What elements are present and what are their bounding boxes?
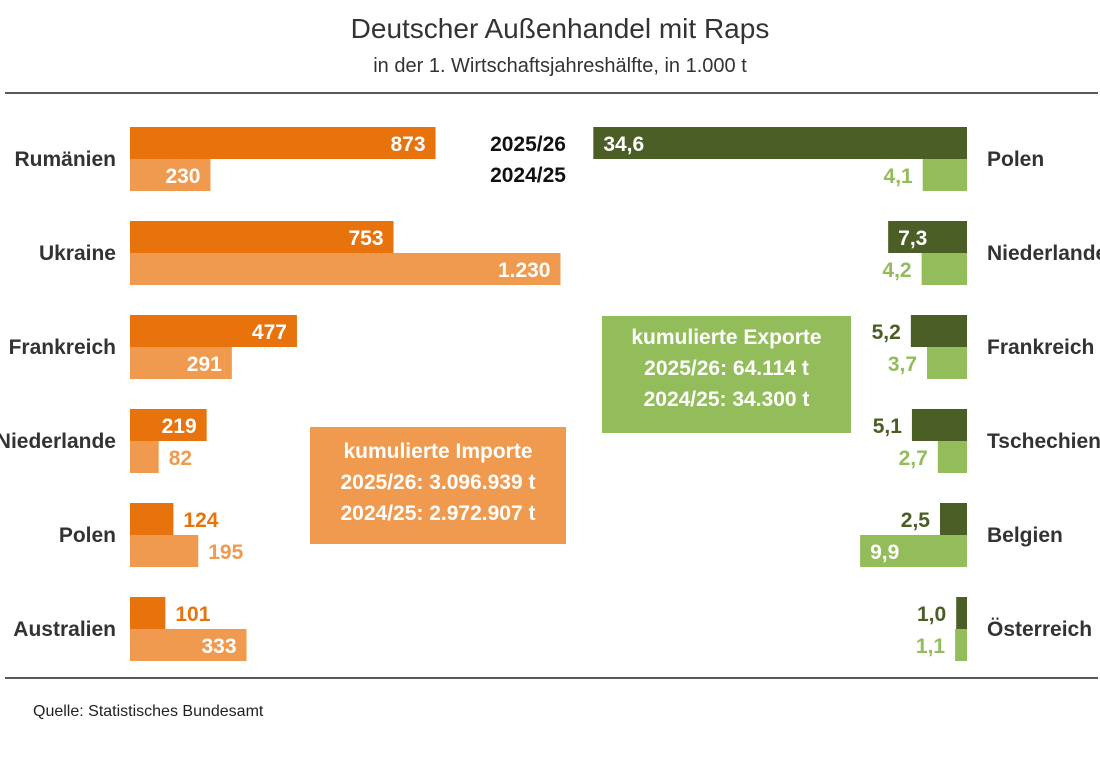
import-label-ukraine-2025-26: 753 [349, 227, 384, 250]
export-bar-osterreich-2025-26 [956, 597, 967, 629]
chart-subtitle: in der 1. Wirtschaftsjahreshälfte, in 1.… [373, 55, 747, 77]
import-label-rumanien-2025-26: 873 [391, 133, 426, 156]
export-category-belgien: Belgien [987, 524, 1063, 547]
export-summary-title: kumulierte Exporte [631, 326, 822, 349]
import-category-niederlande: Niederlande [0, 430, 116, 453]
export-summary-current: 2025/26: 64.114 t [644, 357, 809, 380]
import-category-ukraine: Ukraine [39, 242, 116, 265]
import-category-frankreich: Frankreich [9, 336, 116, 359]
export-label-belgien-2025-26: 2,5 [901, 509, 931, 532]
import-summary-current: 2025/26: 3.096.939 t [340, 471, 536, 494]
import-bar-frankreich-2025-26 [130, 315, 297, 347]
export-bar-osterreich-2024-25 [955, 629, 967, 661]
export-category-niederlande: Niederlande [987, 242, 1100, 265]
import-label-polen-2024-25: 195 [208, 541, 243, 564]
export-summary-box: kumulierte Exporte 2025/26: 64.114 t 202… [602, 316, 851, 433]
export-bar-tschechien-2024-25 [937, 441, 967, 473]
import-category-polen: Polen [59, 524, 116, 547]
export-label-osterreich-2025-26: 1,0 [917, 603, 946, 626]
import-bar-niederlande-2024-25 [130, 441, 159, 473]
import-label-australien-2025-26: 101 [175, 603, 210, 626]
import-bar-polen-2024-25 [130, 535, 199, 567]
import-bar-rumanien-2025-26 [130, 127, 436, 159]
export-summary-previous: 2024/25: 34.300 t [643, 388, 810, 411]
import-label-australien-2024-25: 333 [202, 635, 237, 658]
import-bar-niederlande-2025-26 [130, 409, 207, 441]
export-category-tschechien: Tschechien [987, 430, 1100, 453]
import-bar-rumanien-2024-25 [130, 159, 211, 191]
import-label-polen-2025-26: 124 [183, 509, 218, 532]
export-label-polen-2024-25: 4,1 [884, 165, 914, 188]
export-bar-belgien-2024-25 [860, 535, 967, 567]
import-bar-australien-2024-25 [130, 629, 247, 661]
export-bar-belgien-2025-26 [940, 503, 967, 535]
export-label-frankreich-2025-26: 5,2 [872, 321, 901, 344]
export-label-niederlande-2025-26: 7,3 [898, 227, 927, 250]
import-category-rumanien: Rumänien [14, 148, 116, 171]
import-bar-frankreich-2024-25 [130, 347, 232, 379]
export-label-niederlande-2024-25: 4,2 [882, 259, 911, 282]
import-label-frankreich-2025-26: 477 [252, 321, 287, 344]
import-bar-polen-2025-26 [130, 503, 174, 535]
export-label-polen-2025-26: 34,6 [603, 133, 644, 156]
export-bar-niederlande-2025-26 [888, 221, 967, 253]
export-category-osterreich: Österreich [987, 618, 1092, 641]
export-bar-frankreich-2025-26 [910, 315, 967, 347]
import-label-frankreich-2024-25: 291 [187, 353, 222, 376]
import-label-rumanien-2024-25: 230 [165, 165, 200, 188]
import-summary-previous: 2024/25: 2.972.907 t [340, 502, 536, 525]
export-bar-tschechien-2025-26 [911, 409, 967, 441]
import-summary-box: kumulierte Importe 2025/26: 3.096.939 t … [310, 427, 566, 544]
import-bar-ukraine-2025-26 [130, 221, 394, 253]
export-label-belgien-2024-25: 9,9 [870, 541, 899, 564]
bars-group: Rumänien 873 230 Ukraine 753 1.230 Frankreich 4… [0, 127, 1100, 661]
legend-previous: 2024/25 [490, 164, 566, 187]
export-label-osterreich-2024-25: 1,1 [916, 635, 946, 658]
import-label-niederlande-2024-25: 82 [169, 447, 192, 470]
export-bar-frankreich-2024-25 [927, 347, 967, 379]
legend-current: 2025/26 [490, 133, 566, 156]
import-label-niederlande-2025-26: 219 [162, 415, 197, 438]
export-bar-polen-2025-26 [593, 127, 967, 159]
export-label-tschechien-2025-26: 5,1 [873, 415, 903, 438]
export-bar-polen-2024-25 [922, 159, 967, 191]
import-label-ukraine-2024-25: 1.230 [498, 259, 551, 282]
import-bar-australien-2025-26 [130, 597, 166, 629]
source-note: Quelle: Statistisches Bundesamt [33, 703, 264, 720]
import-summary-title: kumulierte Importe [343, 440, 533, 463]
chart-title: Deutscher Außenhandel mit Raps [351, 13, 770, 44]
import-category-australien: Australien [13, 618, 116, 641]
export-category-polen: Polen [987, 148, 1044, 171]
import-bar-ukraine-2024-25 [130, 253, 561, 285]
export-category-frankreich: Frankreich [987, 336, 1094, 359]
export-label-tschechien-2024-25: 2,7 [899, 447, 928, 470]
export-bar-niederlande-2024-25 [921, 253, 967, 285]
export-label-frankreich-2024-25: 3,7 [888, 353, 917, 376]
